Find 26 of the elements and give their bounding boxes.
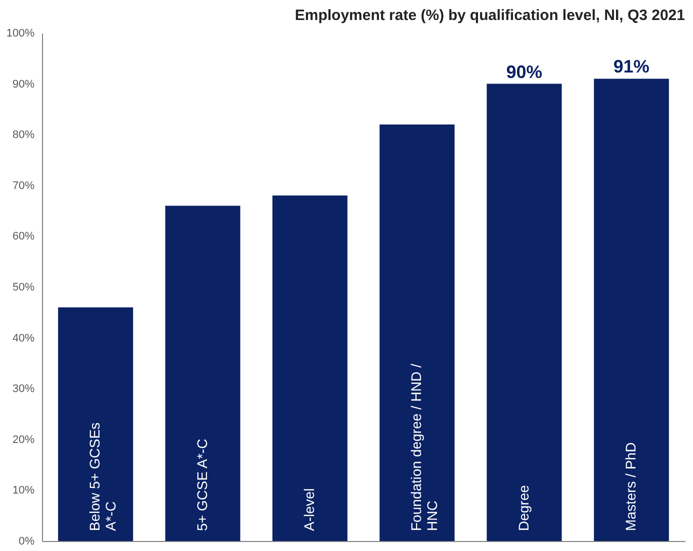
y-tick-label: 50% [12, 282, 35, 294]
y-tick-label: 10% [12, 484, 35, 497]
y-tick-label: 60% [12, 230, 35, 243]
bar [272, 196, 348, 541]
y-tick-label: 20% [12, 434, 35, 446]
x-tick-label: Degree [515, 484, 532, 531]
x-tick-label: A-level [300, 488, 317, 531]
y-tick-label: 70% [12, 180, 35, 192]
x-tick-label: Masters / PhD [622, 442, 638, 531]
bar [165, 206, 240, 541]
y-tick-label: 40% [12, 332, 35, 344]
bar [594, 78, 669, 541]
data-label: 90% [506, 62, 542, 82]
y-tick-label: 0% [18, 536, 35, 548]
data-label: 91% [613, 56, 650, 77]
bar [380, 124, 455, 541]
x-tick-label: 5+ GCSE A*-C [194, 438, 210, 531]
bar [58, 307, 134, 541]
chart-title: Employment rate (%) by qualification level, NI, Q3 2021 [294, 7, 685, 24]
y-tick-label: 90% [12, 78, 35, 90]
y-tick-label: 100% [6, 28, 35, 40]
x-tick-label: Foundation degree / HND / HNC [408, 364, 440, 531]
bar [486, 84, 562, 541]
x-tick-label: Below 5+ GCSEs A*-C [86, 422, 119, 531]
y-tick-label: 80% [12, 129, 35, 142]
y-tick-label: 30% [12, 383, 35, 396]
